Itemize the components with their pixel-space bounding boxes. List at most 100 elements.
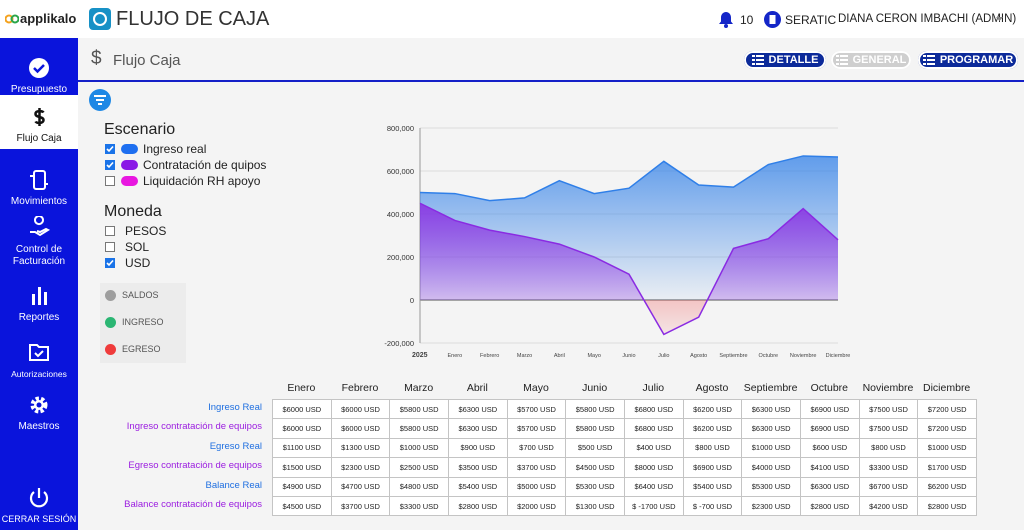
company-icon (764, 11, 781, 28)
sidebar-label: Control de Facturación (12, 244, 66, 267)
table-cell: $7500 USD (858, 399, 919, 420)
top-bar: applikalo FLUJO DE CAJA 10 SERATIC DIANA… (0, 0, 1024, 38)
sidebar-item[interactable]: Autorizaciones (0, 330, 78, 392)
view-icon[interactable] (105, 344, 116, 355)
table-cell: $6900 USD (800, 399, 860, 420)
table-cell: $4000 USD (741, 457, 801, 478)
table-cell: $800 USD (682, 437, 743, 459)
toolbar-button[interactable]: DETALLE (744, 51, 826, 69)
brand-logo (5, 14, 19, 24)
column-header: Octubre (810, 382, 848, 394)
scenario-pill (121, 176, 138, 186)
sidebar-label: Presupuesto (10, 84, 68, 95)
sidebar-icon (29, 58, 49, 78)
view-label[interactable]: SALDOS (122, 290, 159, 300)
app-title: FLUJO DE CAJA (116, 8, 270, 30)
toolbar-button[interactable]: GENERAL (831, 51, 911, 69)
column-header: Agosto (695, 382, 729, 394)
scenario-pill (121, 160, 138, 170)
table-cell: $6900 USD (682, 457, 743, 478)
sidebar-label: Autorizaciones (11, 369, 67, 379)
checkbox[interactable] (105, 226, 115, 236)
table-cell: $6400 USD (624, 476, 684, 497)
view-label[interactable]: INGRESO (122, 317, 164, 327)
checkbox[interactable] (105, 242, 115, 252)
sidebar-item[interactable]: Reportes (0, 274, 78, 336)
sidebar-item[interactable]: Control de Facturación (0, 206, 78, 280)
view-label[interactable]: EGRESO (122, 344, 161, 354)
checkbox[interactable] (105, 258, 115, 268)
table-cell: $6800 USD (624, 399, 684, 420)
table-cell: $3500 USD (448, 457, 508, 478)
button-icon (922, 55, 935, 65)
line (419, 202, 839, 336)
sidebar-item[interactable]: Movimientos (0, 158, 78, 214)
company[interactable]: SERATIC (785, 13, 837, 27)
table-cell: $6000 USD (272, 418, 332, 439)
table-cell: $1300 USD (565, 496, 625, 517)
table-cell: $6300 USD (800, 476, 860, 497)
sidebar-item[interactable]: Maestros (0, 383, 78, 445)
table-cell: $6000 USD (272, 399, 332, 420)
y-tick-label: 400,000 (387, 210, 414, 219)
table-cell: $1300 USD (330, 437, 391, 459)
currency-label[interactable]: PESOS (125, 224, 167, 238)
x-tick-label: Noviembre (790, 353, 817, 359)
table-cell: $2500 USD (389, 457, 449, 478)
row-label: Balance Real (205, 479, 262, 491)
filter-button[interactable] (88, 88, 112, 112)
sidebar-icon (29, 344, 49, 361)
sidebar-label: Flujo Caja (16, 133, 62, 144)
sidebar-label: Maestros (18, 421, 60, 432)
chart: -200,000 0 200,000 400,000 600,000 800,000 202… (384, 124, 850, 359)
table-cell: $7500 USD (858, 418, 919, 439)
row-label: Egreso contratación de equipos (128, 460, 262, 472)
view-icon[interactable] (105, 290, 116, 301)
x-tick-label: Marzo (517, 353, 532, 359)
view-icon[interactable] (105, 317, 116, 328)
table-cell: $7200 USD (917, 418, 977, 439)
sidebar-icon (30, 170, 48, 190)
x-tick-label: Junio (622, 353, 635, 359)
table-cell: $2800 USD (448, 496, 508, 517)
user-name[interactable]: DIANA CERON IMBACHI (ADMIN) (838, 13, 1017, 25)
toolbar-symbol: $ (91, 48, 102, 69)
notification-count: 10 (740, 13, 754, 27)
x-tick-label: Octubre (759, 353, 779, 359)
y-tick-label: 600,000 (387, 167, 414, 176)
logout-icon (29, 488, 49, 508)
table-cell: $4100 USD (800, 457, 860, 478)
scenario-label[interactable]: Liquidación RH apoyo (143, 174, 261, 188)
toolbar-button[interactable]: PROGRAMAR (918, 51, 1018, 69)
scenario-label[interactable]: Ingreso real (143, 142, 207, 156)
row-label: Balance contratación de equipos (124, 499, 262, 510)
table-cell: $1000 USD (389, 437, 449, 459)
scenario-pill (121, 144, 138, 154)
currency-label[interactable]: USD (125, 256, 151, 270)
x-tick-label: Enero (447, 353, 462, 359)
x-tick-label: Agosto (690, 353, 707, 359)
table-cell: $600 USD (800, 437, 860, 459)
table-cell: $1500 USD (272, 457, 332, 478)
sidebar-icon (34, 108, 45, 126)
table-cell: $6300 USD (448, 399, 508, 420)
table-cell: $5800 USD (565, 418, 625, 439)
column-header: Diciembre (923, 382, 971, 394)
logout[interactable]: CERRAR SESIÓN (0, 484, 78, 530)
user-caret[interactable] (996, 17, 1003, 22)
currency-label[interactable]: SOL (125, 240, 150, 254)
table-cell: $6200 USD (917, 476, 977, 497)
scenario-label[interactable]: Contratación de quipos (143, 158, 267, 172)
table-cell: $4800 USD (389, 476, 449, 497)
bell-icon[interactable] (718, 11, 734, 28)
sidebar-icon (32, 287, 47, 305)
sidebar-item[interactable]: Flujo Caja (0, 95, 78, 149)
column-header: Julio (642, 382, 665, 394)
table-cell: $2000 USD (506, 496, 567, 517)
checkbox[interactable] (105, 176, 115, 186)
checkbox[interactable] (105, 160, 115, 170)
sidebar-item[interactable]: Presupuesto (0, 46, 78, 102)
table-cell: $5300 USD (741, 476, 801, 497)
checkbox[interactable] (105, 144, 115, 154)
table-cell: $5400 USD (448, 476, 508, 497)
